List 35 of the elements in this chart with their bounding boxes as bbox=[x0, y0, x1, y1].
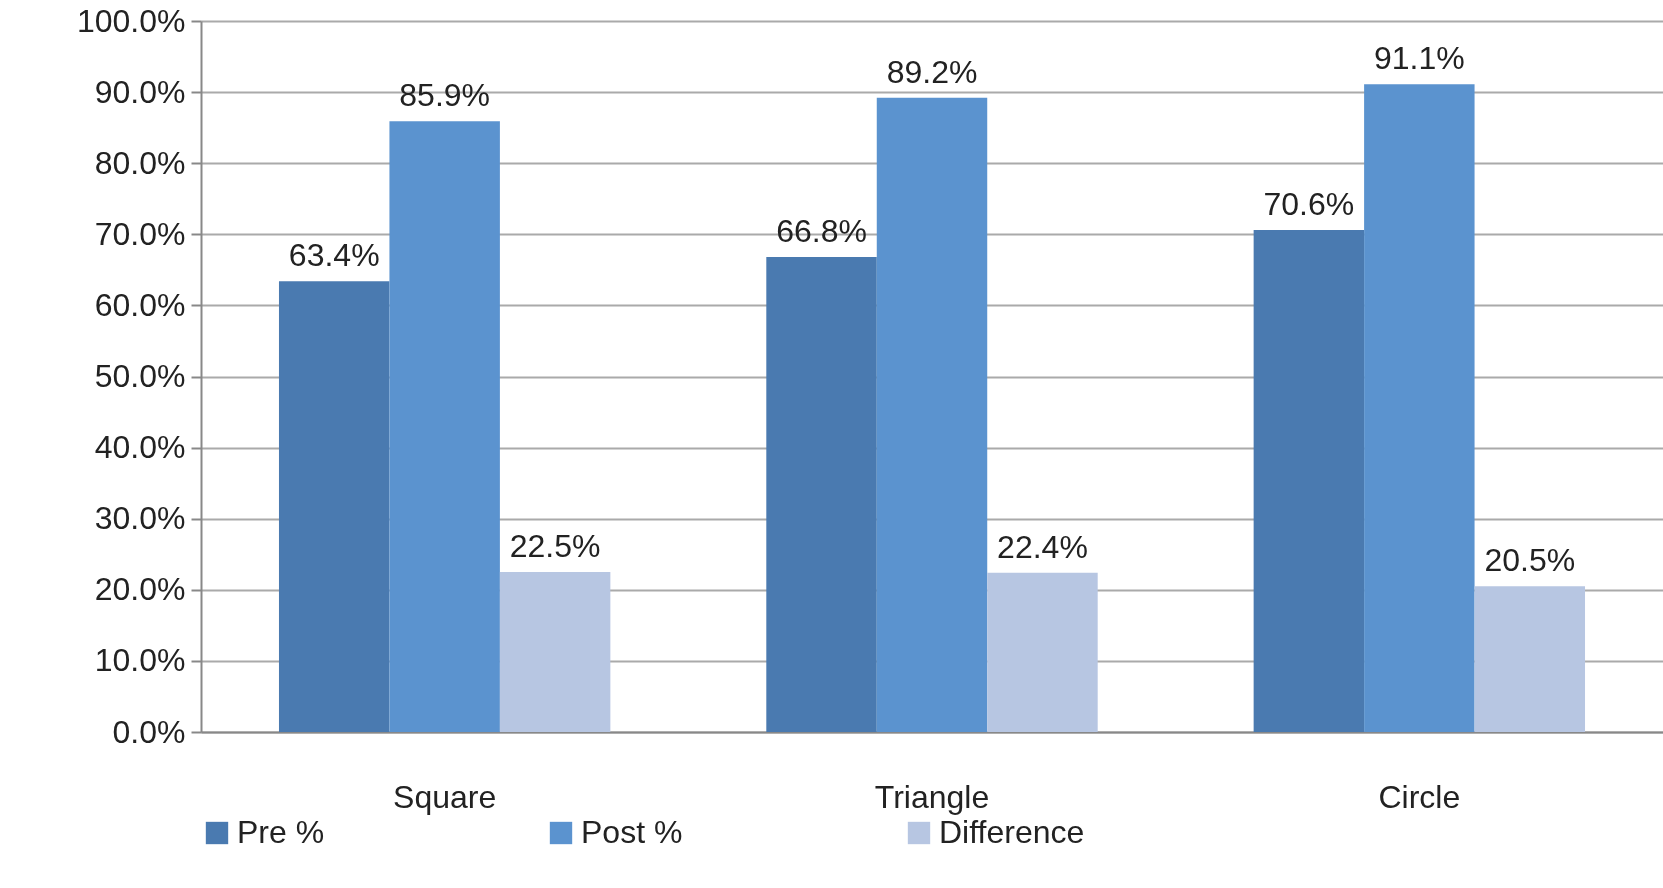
data-label: 91.1% bbox=[1373, 40, 1465, 77]
y-tick-label: 30.0% bbox=[94, 500, 186, 537]
x-tick-label: Triangle bbox=[874, 778, 990, 815]
legend-label: Difference bbox=[939, 814, 1085, 850]
data-label: 66.8% bbox=[776, 213, 867, 250]
bar bbox=[389, 121, 500, 732]
data-label: 20.5% bbox=[1484, 542, 1576, 579]
bar bbox=[876, 97, 988, 732]
bar bbox=[1364, 84, 1475, 732]
y-tick-label: 0.0% bbox=[112, 713, 186, 750]
y-tick-label: 100.0% bbox=[76, 2, 186, 39]
legend-label: Pre % bbox=[237, 814, 325, 850]
y-tick-label: 50.0% bbox=[94, 358, 186, 394]
bar bbox=[1253, 230, 1365, 732]
x-tick-label: Square bbox=[393, 778, 497, 815]
bar bbox=[278, 281, 390, 732]
x-tick-label: Circle bbox=[1378, 778, 1461, 815]
y-tick-label: 40.0% bbox=[94, 429, 186, 466]
legend-label: Post % bbox=[581, 814, 683, 850]
data-label: 85.9% bbox=[399, 77, 491, 114]
y-tick-label: 70.0% bbox=[94, 215, 186, 252]
bar bbox=[766, 257, 877, 732]
y-tick-label: 80.0% bbox=[94, 144, 186, 181]
y-tick-label: 20.0% bbox=[94, 571, 186, 608]
y-tick-label: 10.0% bbox=[94, 642, 186, 679]
y-tick-label: 90.0% bbox=[94, 73, 186, 110]
bar bbox=[1474, 586, 1586, 732]
bar bbox=[987, 572, 1098, 732]
data-label: 22.5% bbox=[509, 528, 601, 565]
bar bbox=[499, 572, 611, 732]
y-tick-label: 60.0% bbox=[94, 286, 186, 323]
data-label: 22.4% bbox=[997, 528, 1088, 565]
data-label: 89.2% bbox=[886, 53, 978, 90]
data-label: 63.4% bbox=[288, 237, 380, 274]
data-label: 70.6% bbox=[1263, 186, 1355, 223]
